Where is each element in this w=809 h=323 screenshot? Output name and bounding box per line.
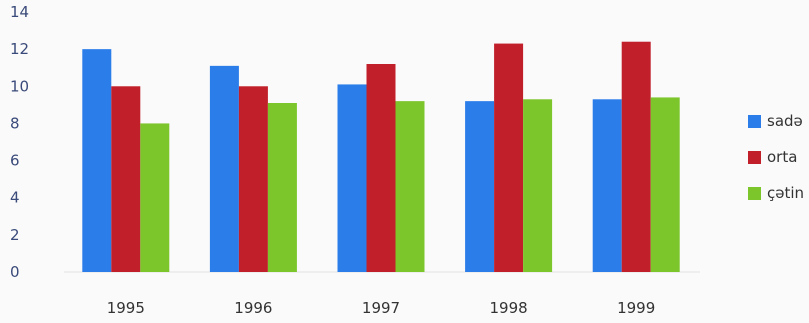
legend-swatch xyxy=(748,115,761,128)
bar-sadə-1997 xyxy=(337,84,367,272)
x-tick-label: 1995 xyxy=(107,299,145,317)
legend-label: sadə xyxy=(767,112,803,130)
y-tick-label: 2 xyxy=(10,226,20,244)
bar-sadə-1996 xyxy=(209,65,239,272)
bar-çətin-1997 xyxy=(395,101,425,273)
x-axis: 1995 1996 1997 1998 1999 xyxy=(107,299,656,317)
bar-orta-1998 xyxy=(494,43,524,273)
y-tick-label: 10 xyxy=(10,77,29,95)
bar-orta-1999 xyxy=(621,41,651,272)
legend-swatch xyxy=(748,151,761,164)
bar-orta-1997 xyxy=(366,64,396,272)
legend-label: çətin xyxy=(767,184,804,202)
y-tick-label: 0 xyxy=(10,263,20,281)
legend: sadə orta çətin xyxy=(748,112,804,202)
bar-çətin-1995 xyxy=(140,123,170,272)
y-axis: 0 2 4 6 8 10 12 14 xyxy=(10,3,700,281)
bar-çətin-1996 xyxy=(267,103,297,272)
y-tick-label: 12 xyxy=(10,40,29,58)
bar-orta-1995 xyxy=(111,86,141,273)
y-tick-label: 6 xyxy=(10,152,20,170)
x-tick-label: 1999 xyxy=(617,299,655,317)
y-tick-label: 8 xyxy=(10,114,20,132)
bar-çətin-1998 xyxy=(523,99,553,273)
x-tick-label: 1997 xyxy=(362,299,400,317)
bar-orta-1996 xyxy=(238,86,268,273)
bar-sadə-1998 xyxy=(465,101,495,273)
bar-sadə-1995 xyxy=(82,49,112,273)
y-tick-label: 4 xyxy=(10,189,20,207)
x-tick-label: 1998 xyxy=(490,299,528,317)
bars xyxy=(82,41,680,273)
bar-çətin-1999 xyxy=(650,97,680,272)
legend-swatch xyxy=(748,187,761,200)
y-tick-label: 14 xyxy=(10,3,29,21)
legend-label: orta xyxy=(767,148,797,166)
bar-sadə-1999 xyxy=(592,99,622,273)
x-tick-label: 1996 xyxy=(234,299,272,317)
